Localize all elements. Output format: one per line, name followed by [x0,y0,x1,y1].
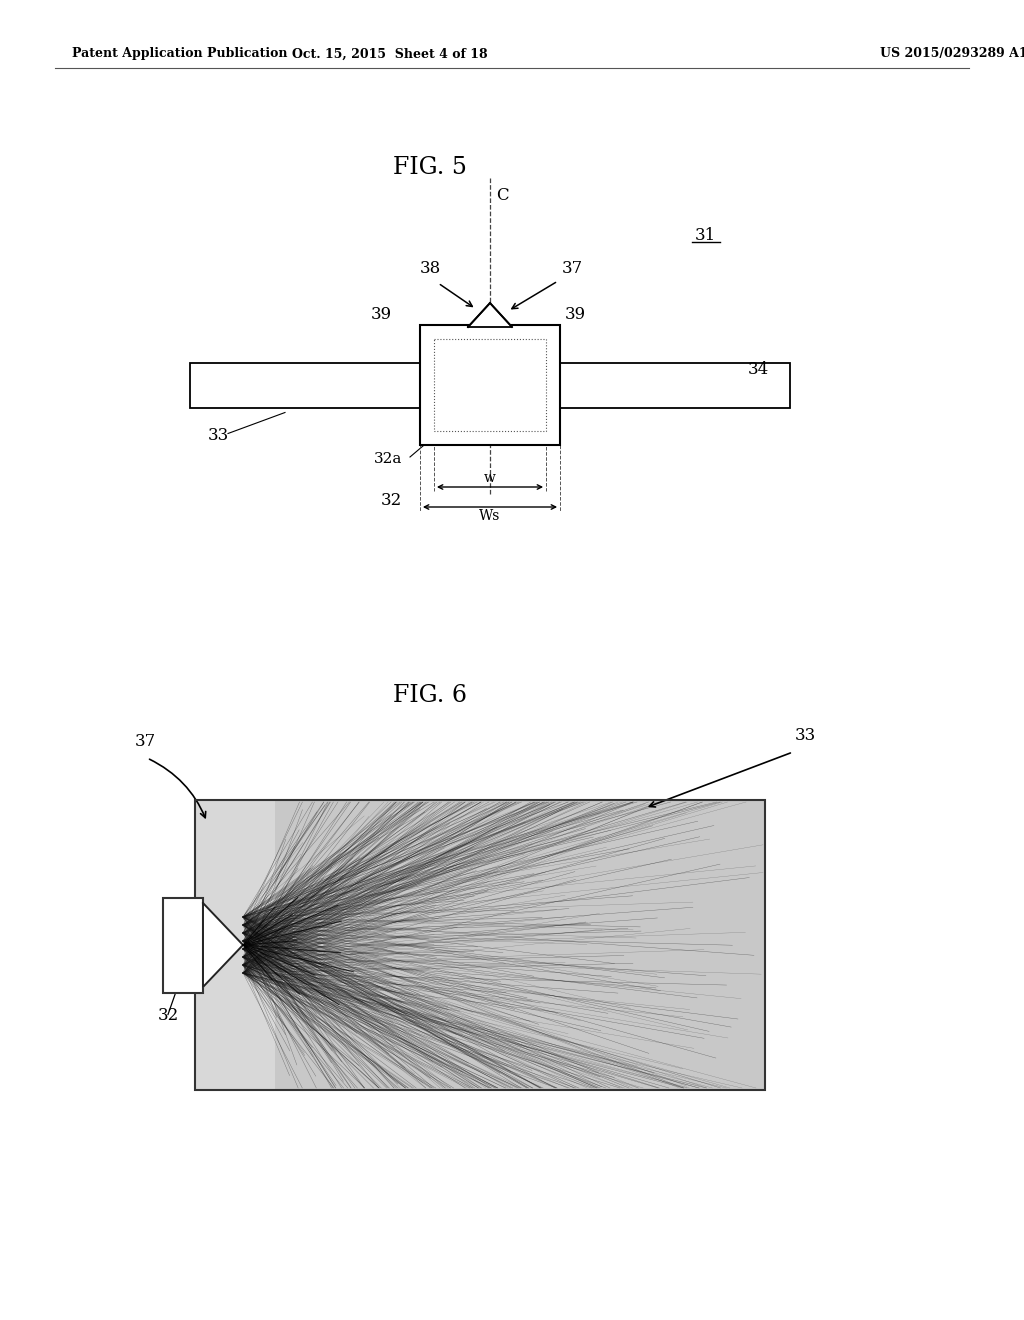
Text: Patent Application Publication: Patent Application Publication [72,48,288,61]
Text: US 2015/0293289 A1: US 2015/0293289 A1 [880,48,1024,61]
Text: 33: 33 [795,727,816,744]
Bar [420,325,560,445]
Text: Ws: Ws [479,510,501,523]
Polygon shape [468,304,512,327]
Text: 39: 39 [565,306,586,323]
Text: 37: 37 [135,733,157,750]
Bar [163,898,203,993]
Polygon shape [203,903,243,987]
Text: 34: 34 [748,362,769,379]
Bar [195,800,765,1090]
Text: 32: 32 [158,1007,179,1024]
Bar [560,363,790,408]
Text: 39: 39 [371,306,392,323]
Bar [195,800,765,1090]
Text: 38: 38 [420,260,441,277]
Bar [434,339,546,432]
Bar [190,363,420,408]
Text: 33: 33 [208,426,229,444]
Text: 32: 32 [381,492,402,510]
Text: 37: 37 [562,260,584,277]
Bar [195,800,275,1090]
Text: 32a: 32a [374,451,402,466]
Text: C: C [496,186,509,203]
Text: FIG. 5: FIG. 5 [393,157,467,180]
Text: Oct. 15, 2015  Sheet 4 of 18: Oct. 15, 2015 Sheet 4 of 18 [292,48,487,61]
Text: w: w [484,471,496,484]
Text: FIG. 6: FIG. 6 [393,684,467,706]
Text: 31: 31 [695,227,716,243]
